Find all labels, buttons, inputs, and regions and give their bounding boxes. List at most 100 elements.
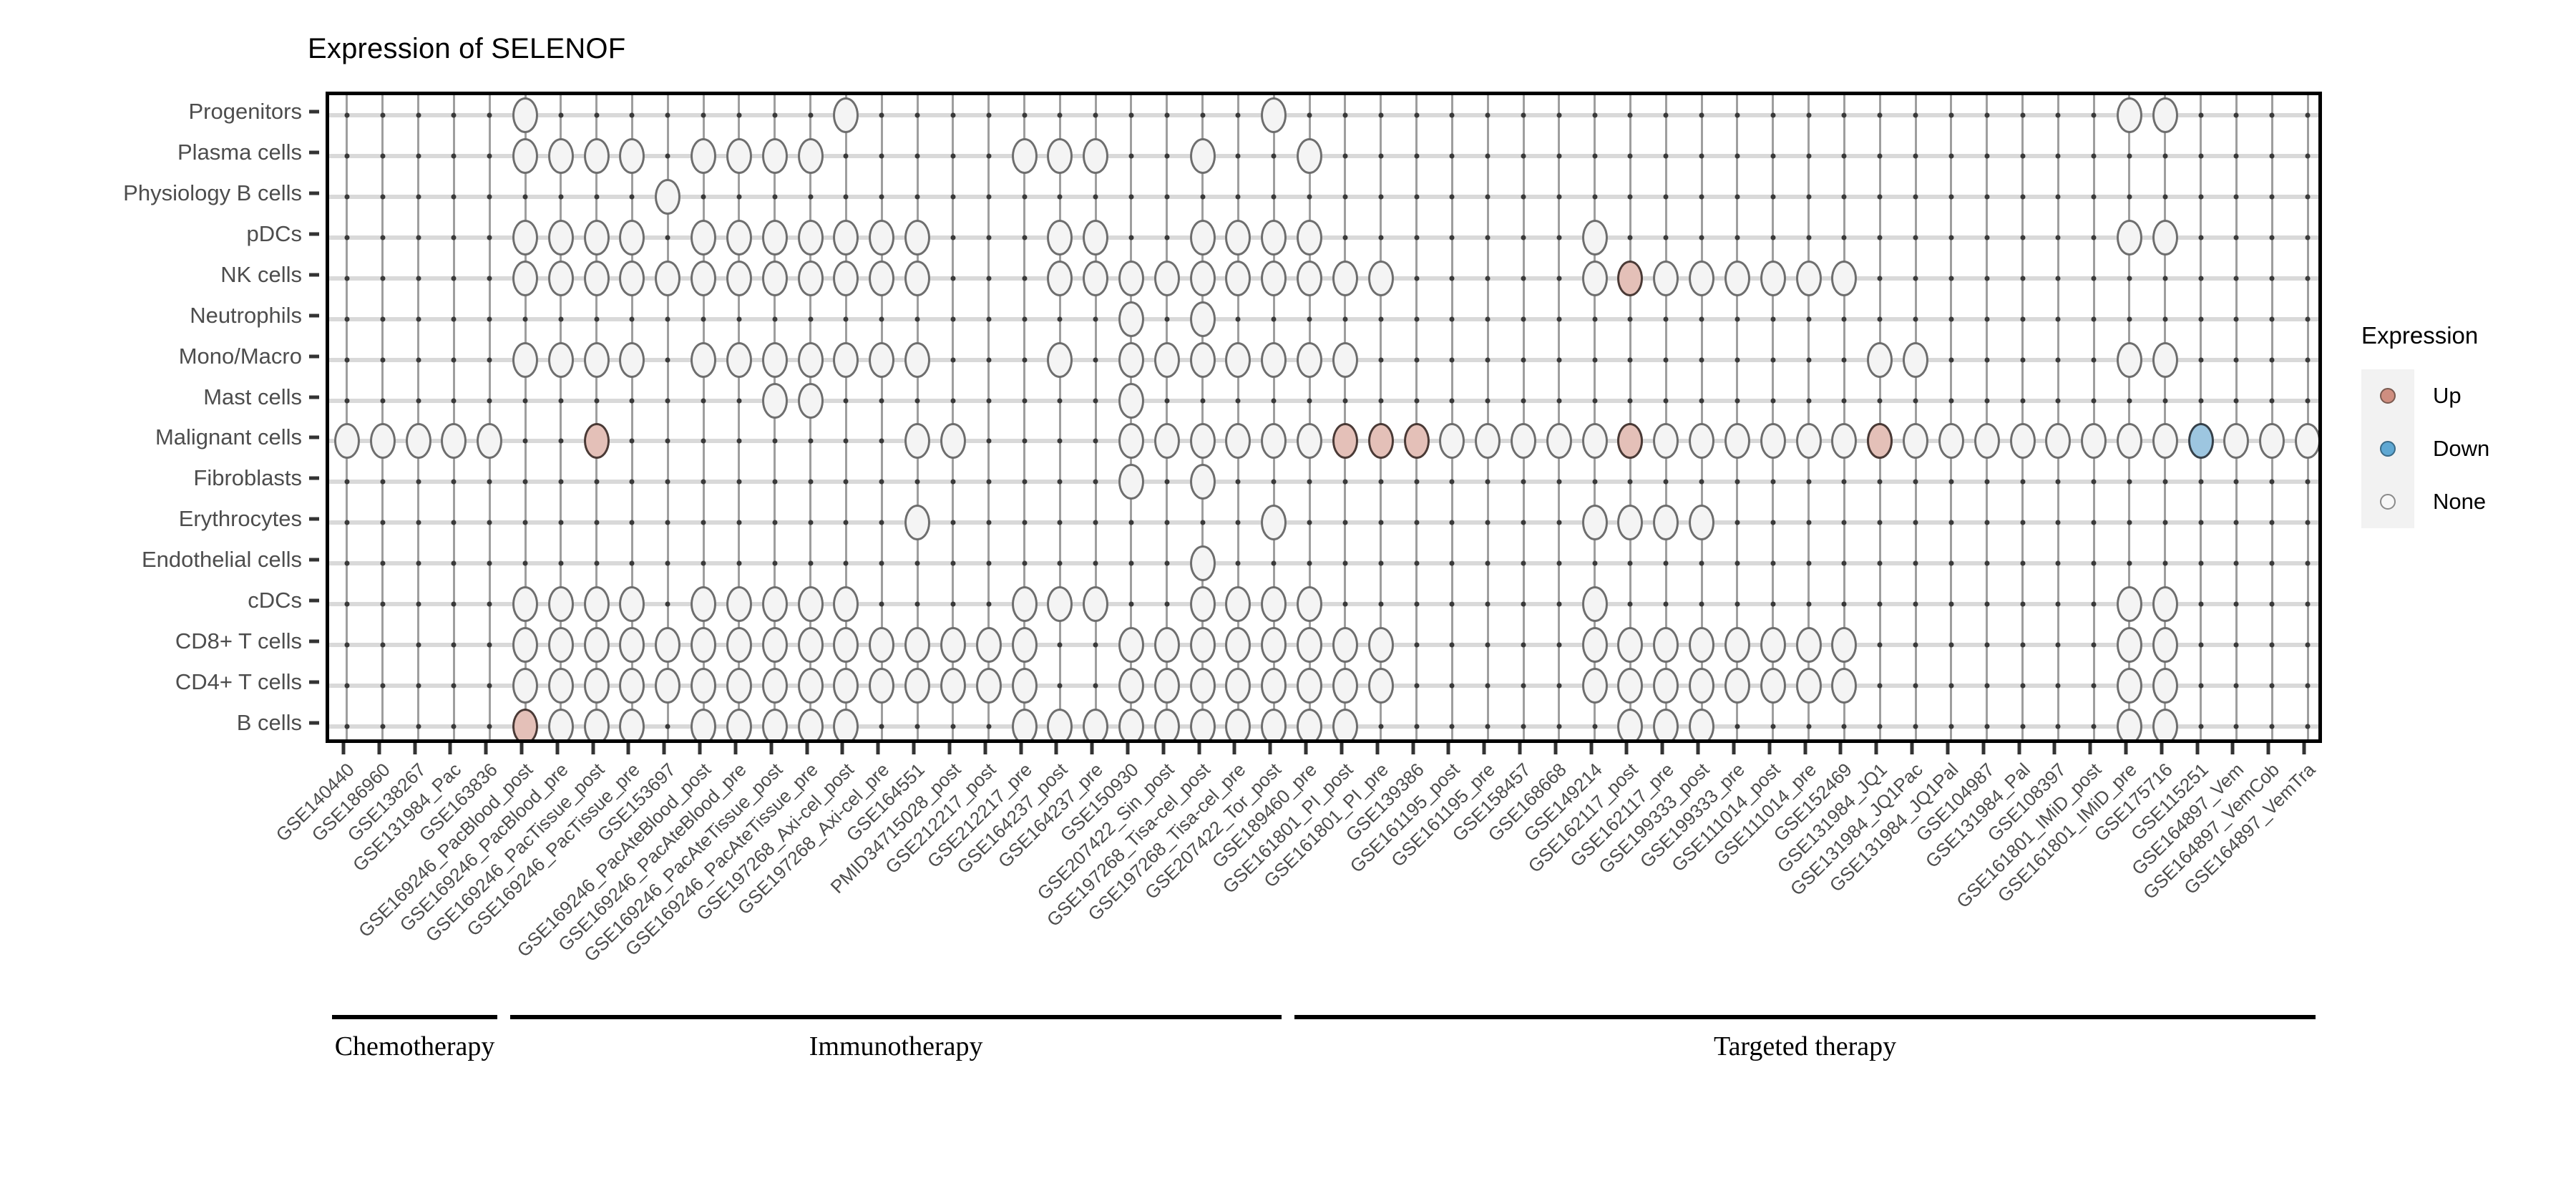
expression-dot[interactable] [2152, 220, 2178, 256]
expression-dot[interactable] [1475, 423, 1501, 460]
expression-dot[interactable] [1689, 667, 1715, 704]
expression-dot[interactable] [441, 423, 467, 460]
expression-dot[interactable] [869, 341, 895, 378]
expression-dot[interactable] [904, 667, 931, 704]
expression-dot[interactable] [761, 260, 788, 296]
expression-dot[interactable] [1189, 545, 1216, 582]
expression-dot[interactable] [1724, 667, 1750, 704]
expression-dot[interactable] [761, 626, 788, 663]
expression-dot[interactable] [1189, 585, 1216, 622]
expression-dot[interactable] [1225, 220, 1252, 256]
expression-dot[interactable] [1047, 585, 1073, 622]
expression-dot[interactable] [512, 260, 539, 296]
expression-dot[interactable] [2009, 423, 2036, 460]
expression-dot[interactable] [1403, 423, 1430, 460]
expression-dot[interactable] [547, 626, 574, 663]
expression-dot[interactable] [1581, 626, 1608, 663]
expression-dot[interactable] [2116, 423, 2142, 460]
expression-dot[interactable] [1617, 626, 1644, 663]
expression-dot[interactable] [1297, 626, 1323, 663]
expression-dot[interactable] [833, 220, 859, 256]
expression-dot[interactable] [1225, 341, 1252, 378]
expression-dot[interactable] [512, 220, 539, 256]
expression-dot[interactable] [1653, 505, 1679, 541]
expression-dot[interactable] [797, 220, 824, 256]
expression-dot[interactable] [1189, 464, 1216, 500]
expression-dot[interactable] [975, 626, 1002, 663]
expression-dot[interactable] [1189, 708, 1216, 739]
expression-dot[interactable] [655, 626, 681, 663]
expression-dot[interactable] [1225, 423, 1252, 460]
expression-dot[interactable] [1118, 464, 1144, 500]
expression-dot[interactable] [2223, 423, 2250, 460]
expression-dot[interactable] [1261, 505, 1287, 541]
expression-dot[interactable] [1297, 260, 1323, 296]
expression-dot[interactable] [1903, 423, 1929, 460]
expression-dot[interactable] [1118, 382, 1144, 419]
expression-dot[interactable] [1261, 667, 1287, 704]
expression-dot[interactable] [1581, 220, 1608, 256]
expression-dot[interactable] [869, 260, 895, 296]
expression-dot[interactable] [726, 220, 752, 256]
expression-dot[interactable] [1225, 708, 1252, 739]
expression-dot[interactable] [2116, 708, 2142, 739]
expression-dot[interactable] [1831, 626, 1858, 663]
expression-dot[interactable] [1118, 667, 1144, 704]
expression-dot[interactable] [904, 423, 931, 460]
expression-dot[interactable] [619, 708, 645, 739]
expression-dot[interactable] [1011, 626, 1038, 663]
expression-dot[interactable] [691, 260, 717, 296]
expression-dot[interactable] [1083, 708, 1109, 739]
expression-dot[interactable] [761, 667, 788, 704]
expression-dot[interactable] [1153, 667, 1180, 704]
expression-dot[interactable] [1653, 708, 1679, 739]
expression-dot[interactable] [2295, 423, 2318, 460]
expression-dot[interactable] [1332, 260, 1358, 296]
expression-dot[interactable] [797, 626, 824, 663]
expression-dot[interactable] [1653, 423, 1679, 460]
expression-dot[interactable] [547, 341, 574, 378]
expression-dot[interactable] [1617, 708, 1644, 739]
expression-dot[interactable] [1153, 708, 1180, 739]
expression-dot[interactable] [2116, 585, 2142, 622]
expression-dot[interactable] [1083, 260, 1109, 296]
expression-dot[interactable] [940, 667, 966, 704]
expression-dot[interactable] [726, 667, 752, 704]
expression-dot[interactable] [691, 708, 717, 739]
expression-dot[interactable] [940, 423, 966, 460]
expression-dot[interactable] [1617, 260, 1644, 296]
expression-dot[interactable] [1760, 423, 1786, 460]
expression-dot[interactable] [1189, 341, 1216, 378]
expression-dot[interactable] [619, 667, 645, 704]
expression-dot[interactable] [2081, 423, 2107, 460]
expression-dot[interactable] [547, 220, 574, 256]
expression-dot[interactable] [1617, 423, 1644, 460]
expression-dot[interactable] [904, 505, 931, 541]
expression-dot[interactable] [904, 626, 931, 663]
expression-dot[interactable] [797, 585, 824, 622]
expression-dot[interactable] [1938, 423, 1964, 460]
expression-dot[interactable] [726, 260, 752, 296]
expression-dot[interactable] [619, 138, 645, 175]
expression-dot[interactable] [1261, 708, 1287, 739]
expression-dot[interactable] [691, 626, 717, 663]
expression-dot[interactable] [1261, 585, 1287, 622]
expression-dot[interactable] [761, 708, 788, 739]
expression-dot[interactable] [1225, 626, 1252, 663]
expression-dot[interactable] [547, 138, 574, 175]
expression-dot[interactable] [1795, 260, 1822, 296]
expression-dot[interactable] [1546, 423, 1572, 460]
expression-dot[interactable] [1724, 423, 1750, 460]
expression-dot[interactable] [1118, 301, 1144, 337]
expression-dot[interactable] [691, 341, 717, 378]
expression-dot[interactable] [691, 220, 717, 256]
expression-dot[interactable] [1795, 423, 1822, 460]
expression-dot[interactable] [1011, 585, 1038, 622]
expression-dot[interactable] [1189, 667, 1216, 704]
expression-dot[interactable] [904, 341, 931, 378]
expression-dot[interactable] [1332, 708, 1358, 739]
expression-dot[interactable] [405, 423, 431, 460]
expression-dot[interactable] [833, 585, 859, 622]
expression-dot[interactable] [2152, 708, 2178, 739]
expression-dot[interactable] [1760, 667, 1786, 704]
